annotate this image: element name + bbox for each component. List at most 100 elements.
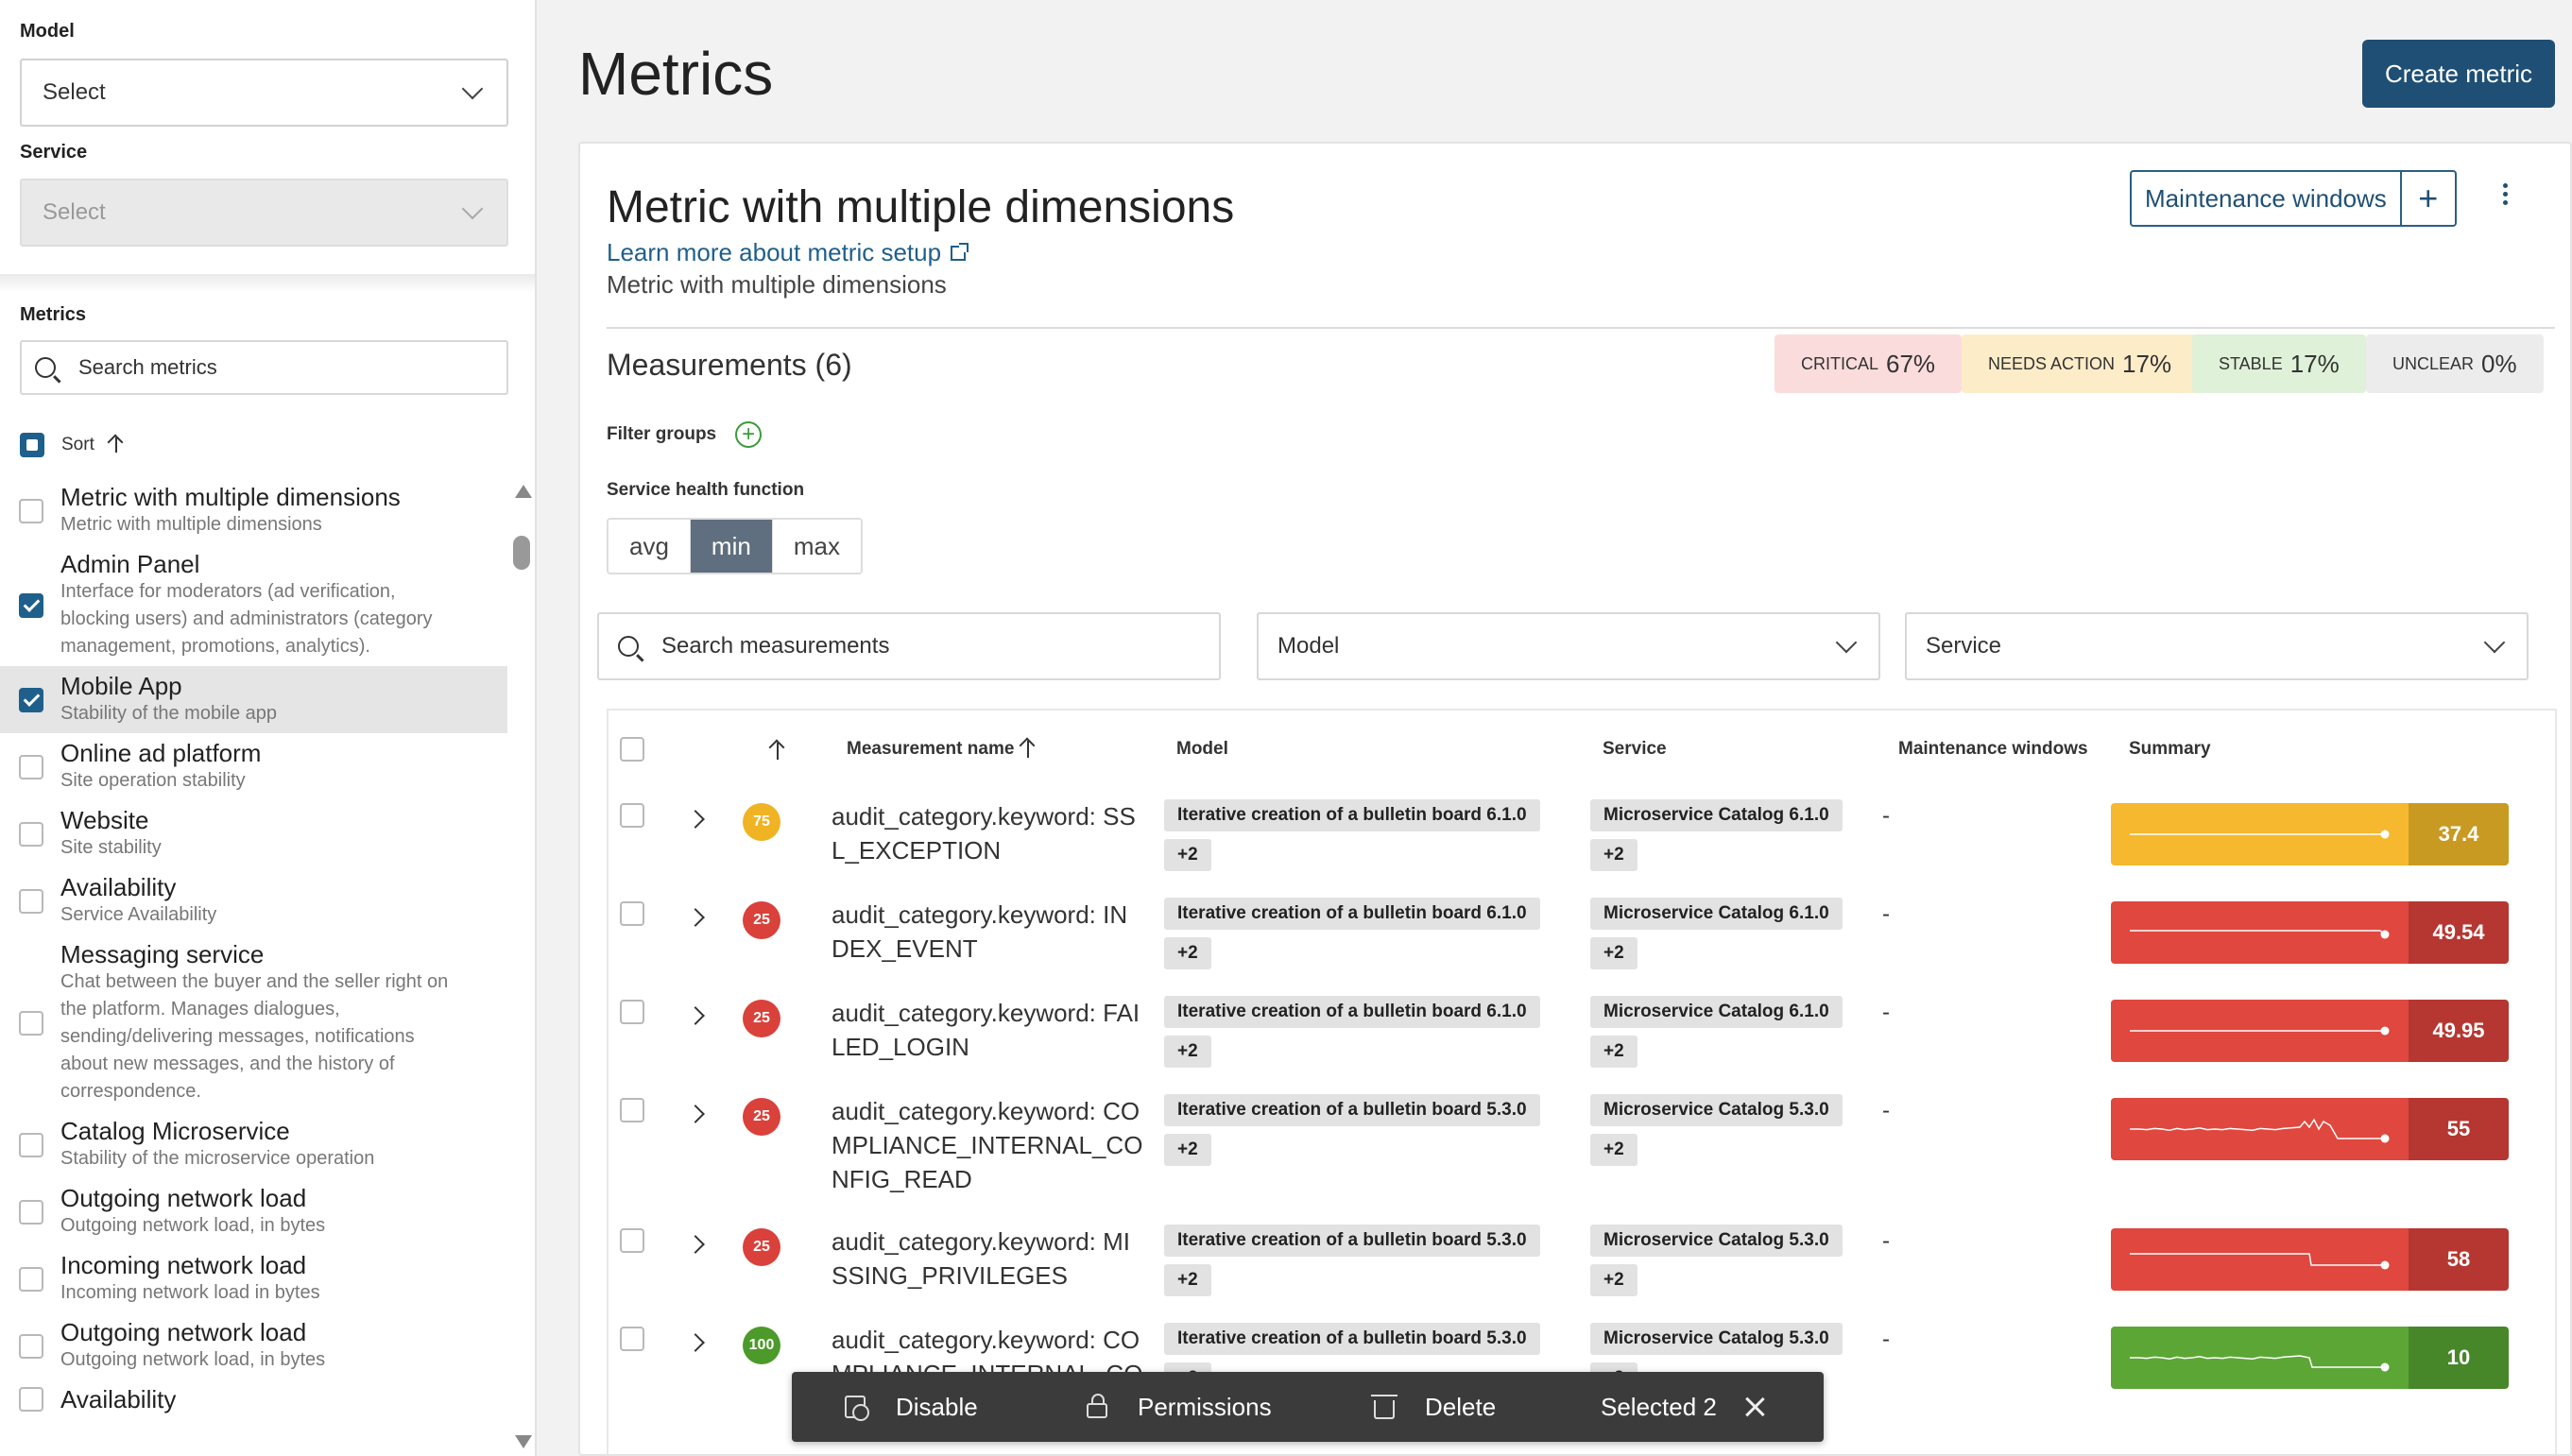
chevron-right-icon[interactable]: [686, 908, 705, 927]
measurement-name[interactable]: audit_category.keyword: SSL_EXCEPTION: [832, 802, 1136, 865]
maintenance-windows-button[interactable]: Maintenance windows +: [2130, 170, 2457, 227]
chevron-right-icon[interactable]: [686, 1105, 705, 1123]
sort-arrow-up-icon[interactable]: [777, 743, 779, 760]
metric-item-title[interactable]: Website: [60, 806, 149, 834]
status-badge[interactable]: CRITICAL 67%: [1775, 334, 1963, 393]
measurement-name[interactable]: audit_category.keyword: INDEX_EVENT: [832, 900, 1128, 963]
chevron-right-icon[interactable]: [686, 1333, 705, 1352]
row-checkbox[interactable]: [620, 901, 644, 926]
maintenance-windows-label[interactable]: Maintenance windows: [2145, 183, 2387, 213]
metric-item-title[interactable]: Mobile App: [60, 672, 182, 700]
model-select[interactable]: Select: [20, 59, 508, 127]
metric-item-title[interactable]: Admin Panel: [60, 550, 200, 578]
chevron-right-icon[interactable]: [686, 1006, 705, 1025]
learn-more-link[interactable]: Learn more about metric setup: [607, 238, 969, 267]
shf-option-avg[interactable]: avg: [609, 520, 691, 573]
service-more-tag[interactable]: +2: [1590, 839, 1638, 871]
search-measurements-input[interactable]: Search measurements: [597, 612, 1221, 680]
service-filter-select[interactable]: Service: [1905, 612, 2529, 680]
metric-checkbox[interactable]: [19, 1387, 43, 1412]
model-more-tag[interactable]: +2: [1164, 839, 1211, 871]
metric-list-item[interactable]: Online ad platform Site operation stabili…: [0, 733, 507, 800]
service-more-tag[interactable]: +2: [1590, 1264, 1638, 1296]
scroll-up-icon[interactable]: [515, 485, 532, 498]
metric-item-title[interactable]: Metric with multiple dimensions: [60, 483, 401, 511]
metric-checkbox[interactable]: [19, 687, 43, 712]
metric-list-item[interactable]: Admin Panel Interface for moderators (ad …: [0, 544, 507, 666]
status-badge[interactable]: STABLE 17%: [2192, 334, 2366, 393]
summary-bar[interactable]: 49.54: [2111, 901, 2509, 964]
shf-option-min[interactable]: min: [690, 520, 773, 573]
create-metric-button[interactable]: Create metric: [2362, 40, 2555, 108]
metric-checkbox[interactable]: [19, 498, 43, 523]
summary-bar[interactable]: 58: [2111, 1228, 2509, 1291]
model-more-tag[interactable]: +2: [1164, 1134, 1211, 1166]
chevron-right-icon[interactable]: [686, 810, 705, 829]
scroll-down-icon[interactable]: [515, 1435, 532, 1448]
permissions-button[interactable]: Permissions: [1087, 1393, 1272, 1422]
sort-arrow-up-icon[interactable]: [1027, 741, 1030, 758]
metric-item-title[interactable]: Availability: [60, 1385, 177, 1413]
chevron-right-icon[interactable]: [686, 1235, 705, 1254]
metric-item-title[interactable]: Catalog Microservice: [60, 1117, 290, 1145]
sidebar-scrollbar[interactable]: [508, 477, 535, 1456]
metric-checkbox[interactable]: [19, 821, 43, 847]
delete-button[interactable]: Delete: [1371, 1392, 1497, 1422]
metric-list-item[interactable]: Website Site stability: [0, 800, 507, 867]
more-options-icon[interactable]: [2500, 183, 2510, 205]
measurement-name[interactable]: audit_category.keyword: MISSING_PRIVILEG…: [832, 1227, 1130, 1290]
add-filter-group-icon[interactable]: +: [735, 421, 763, 448]
metric-checkbox[interactable]: [19, 888, 43, 914]
model-more-tag[interactable]: +2: [1164, 1264, 1211, 1296]
row-checkbox[interactable]: [620, 1098, 644, 1122]
col-measurement-name[interactable]: Measurement name: [847, 739, 1030, 760]
metric-item-title[interactable]: Outgoing network load: [60, 1184, 307, 1212]
summary-bar[interactable]: 10: [2111, 1327, 2509, 1389]
metric-checkbox[interactable]: [19, 1266, 43, 1292]
summary-bar[interactable]: 49.95: [2111, 1000, 2509, 1062]
service-more-tag[interactable]: +2: [1590, 1134, 1638, 1166]
measurement-name[interactable]: audit_category.keyword: COMPLIANCE_INTER…: [832, 1097, 1143, 1193]
status-badge[interactable]: UNCLEAR 0%: [2366, 334, 2544, 393]
row-checkbox[interactable]: [620, 1228, 644, 1253]
metric-checkbox[interactable]: [19, 1333, 43, 1359]
select-all-checkbox[interactable]: [20, 433, 44, 457]
sort-arrow-up-icon[interactable]: [114, 437, 117, 453]
row-checkbox[interactable]: [620, 1000, 644, 1024]
metric-item-title[interactable]: Availability: [60, 873, 177, 901]
metric-checkbox[interactable]: [19, 754, 43, 779]
delete-label[interactable]: Delete: [1425, 1392, 1497, 1421]
shf-option-max[interactable]: max: [772, 520, 861, 573]
col-measurement-name-label[interactable]: Measurement name: [847, 739, 1015, 759]
metric-item-title[interactable]: Messaging service: [60, 940, 265, 968]
metric-list-item[interactable]: Outgoing network load Outgoing network lo…: [0, 1178, 507, 1245]
permissions-label[interactable]: Permissions: [1138, 1392, 1272, 1421]
metric-list-item[interactable]: Catalog Microservice Stability of the mic…: [0, 1111, 507, 1178]
service-more-tag[interactable]: +2: [1590, 1036, 1638, 1068]
service-more-tag[interactable]: +2: [1590, 937, 1638, 969]
scroll-thumb[interactable]: [513, 536, 530, 570]
model-filter-select[interactable]: Model: [1257, 612, 1880, 680]
metric-list-item[interactable]: Availability Service Availability: [0, 867, 507, 934]
metric-list-item[interactable]: Availability: [0, 1379, 507, 1419]
metric-checkbox[interactable]: [19, 1132, 43, 1157]
search-metrics-input[interactable]: Search metrics: [20, 340, 508, 395]
summary-bar[interactable]: 37.4: [2111, 803, 2509, 865]
learn-more-text[interactable]: Learn more about metric setup: [607, 238, 942, 266]
sort-label[interactable]: Sort: [61, 435, 94, 454]
add-maintenance-window-plus-icon[interactable]: +: [2399, 172, 2455, 225]
service-select[interactable]: Select: [20, 179, 508, 247]
metric-checkbox[interactable]: [19, 592, 43, 618]
metric-list-item[interactable]: Incoming network load Incoming network lo…: [0, 1245, 507, 1312]
model-more-tag[interactable]: +2: [1164, 937, 1211, 969]
metric-list-item[interactable]: Messaging service Chat between the buyer …: [0, 934, 507, 1111]
metric-item-title[interactable]: Outgoing network load: [60, 1318, 307, 1346]
metric-checkbox[interactable]: [19, 1010, 43, 1036]
metric-checkbox[interactable]: [19, 1199, 43, 1225]
measurement-name[interactable]: audit_category.keyword: FAILED_LOGIN: [832, 999, 1140, 1061]
close-icon[interactable]: [1744, 1396, 1765, 1417]
summary-bar[interactable]: 55: [2111, 1098, 2509, 1160]
metric-item-title[interactable]: Online ad platform: [60, 739, 262, 767]
metric-list-item[interactable]: Metric with multiple dimensions Metric wi…: [0, 477, 507, 544]
row-checkbox[interactable]: [620, 1327, 644, 1351]
